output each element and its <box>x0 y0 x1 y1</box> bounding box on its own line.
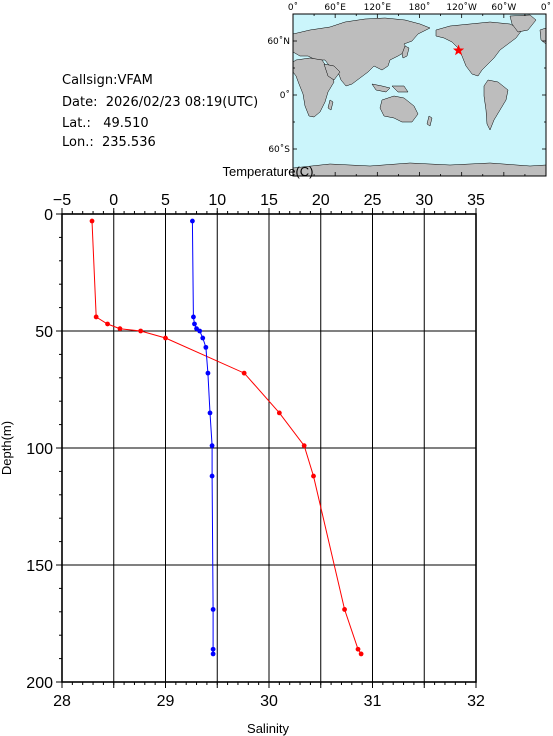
salinity-point <box>105 321 110 327</box>
temperature-point <box>209 473 215 479</box>
plot-grid <box>61 213 477 683</box>
salinity-point <box>93 314 99 320</box>
salinity-ticks: 28 29 30 31 32 <box>53 693 485 710</box>
temperature-point <box>205 370 211 376</box>
salinity-series <box>89 218 364 657</box>
temperature-tick-label: 30 <box>415 192 433 209</box>
salinity-tick-label: 30 <box>260 693 278 710</box>
land-north-america <box>435 21 523 77</box>
profile-plot: −5 0 5 10 15 20 25 30 35 28 29 30 31 32 050100150200… <box>0 164 485 736</box>
temperature-point <box>192 321 197 327</box>
temperature-point <box>200 335 206 341</box>
land-south-america <box>483 79 509 131</box>
map-latitude-label: 60˚N <box>267 36 290 47</box>
map-ticks <box>292 13 547 177</box>
plot-frame <box>56 208 477 688</box>
salinity-tick-label: 32 <box>467 693 485 710</box>
salinity-point <box>355 646 361 652</box>
salinity-point <box>276 410 282 416</box>
date-text: Date: 2026/02/23 08:19(UTC) <box>62 95 259 110</box>
land-japan <box>401 45 410 59</box>
salinity-point <box>163 335 168 341</box>
temperature-point <box>197 328 203 334</box>
temperature-point <box>210 651 216 657</box>
temperature-axis-label: Temperature(C) <box>222 164 313 179</box>
temperature-point <box>210 646 216 652</box>
temperature-point <box>191 314 196 320</box>
temperature-tick-label: −5 <box>53 192 71 209</box>
map-land <box>292 14 547 177</box>
temperature-series <box>190 218 216 657</box>
longitude-text: Lon.: 235.536 <box>62 135 156 150</box>
map-longitude-label: 180˚ <box>409 2 431 13</box>
salinity-tick-label: 28 <box>53 693 71 710</box>
land-arabia <box>323 63 341 81</box>
land-indonesia <box>371 83 409 93</box>
depth-tick-label: 150 <box>26 558 53 575</box>
salinity-axis-label: Salinity <box>247 721 289 736</box>
temperature-tick-label: 20 <box>312 192 330 209</box>
depth-tick-label: 50 <box>35 324 53 341</box>
salinity-point <box>138 328 144 334</box>
map-latitude-label: 60˚S <box>268 144 290 155</box>
temperature-ticks: −5 0 5 10 15 20 25 30 35 <box>53 192 485 209</box>
temperature-point <box>207 410 213 416</box>
axis-tick-marks <box>56 208 477 688</box>
map-longitude-labels: 0˚ 60˚E 120˚E 180˚ 120˚W 60˚W 0˚ <box>288 2 551 13</box>
land-eurasia <box>292 17 431 87</box>
map-longitude-label: 60˚E <box>324 2 346 13</box>
map-longitude-label: 0˚ <box>541 2 551 13</box>
salinity-point <box>301 443 307 449</box>
salinity-point <box>311 473 316 479</box>
temperature-tick-label: 25 <box>364 192 382 209</box>
map-latitude-label: 0˚ <box>280 90 290 101</box>
salinity-point <box>89 218 95 224</box>
temperature-tick-label: 15 <box>260 192 278 209</box>
land-madagascar <box>327 99 334 111</box>
land-australia <box>379 95 419 123</box>
depth-tick-label: 100 <box>26 441 53 458</box>
temperature-point <box>190 218 195 224</box>
callsign-text: Callsign:VFAM <box>62 73 153 88</box>
salinity-tick-label: 31 <box>364 693 382 710</box>
depth-tick-label: 200 <box>26 675 53 692</box>
map-longitude-label: 0˚ <box>288 2 298 13</box>
depth-tick-label: 0 <box>44 207 53 224</box>
temperature-tick-label: 0 <box>109 192 118 209</box>
salinity-point <box>117 326 123 332</box>
map-latitude-labels: 60˚N 0˚ 60˚S <box>267 36 290 155</box>
map-longitude-label: 60˚W <box>491 2 516 13</box>
depth-ticks: 0 50 100 150 200 <box>26 207 53 692</box>
temperature-tick-label: 35 <box>467 192 485 209</box>
land-new-zealand <box>426 115 433 127</box>
station-star-icon <box>452 44 465 56</box>
latitude-text: Lat.: 49.510 <box>62 116 149 131</box>
map-longitude-label: 120˚E <box>364 2 392 13</box>
temperature-line <box>191 220 214 654</box>
temperature-point <box>209 443 215 449</box>
map-longitude-label: 120˚W <box>446 2 477 13</box>
temperature-tick-label: 10 <box>208 192 226 209</box>
salinity-point <box>358 651 364 657</box>
temperature-point <box>210 607 216 612</box>
depth-axis-label: Depth(m) <box>0 421 14 475</box>
salinity-point <box>241 370 247 376</box>
salinity-point <box>342 607 347 612</box>
salinity-tick-label: 29 <box>157 693 175 710</box>
land-greenland <box>509 14 537 33</box>
location-map: 0˚ 60˚E 120˚E 180˚ 120˚W 60˚W 0˚ 60˚N 0˚ 60˚S <box>267 2 551 177</box>
temperature-point <box>203 344 209 350</box>
temperature-tick-label: 5 <box>161 192 170 209</box>
